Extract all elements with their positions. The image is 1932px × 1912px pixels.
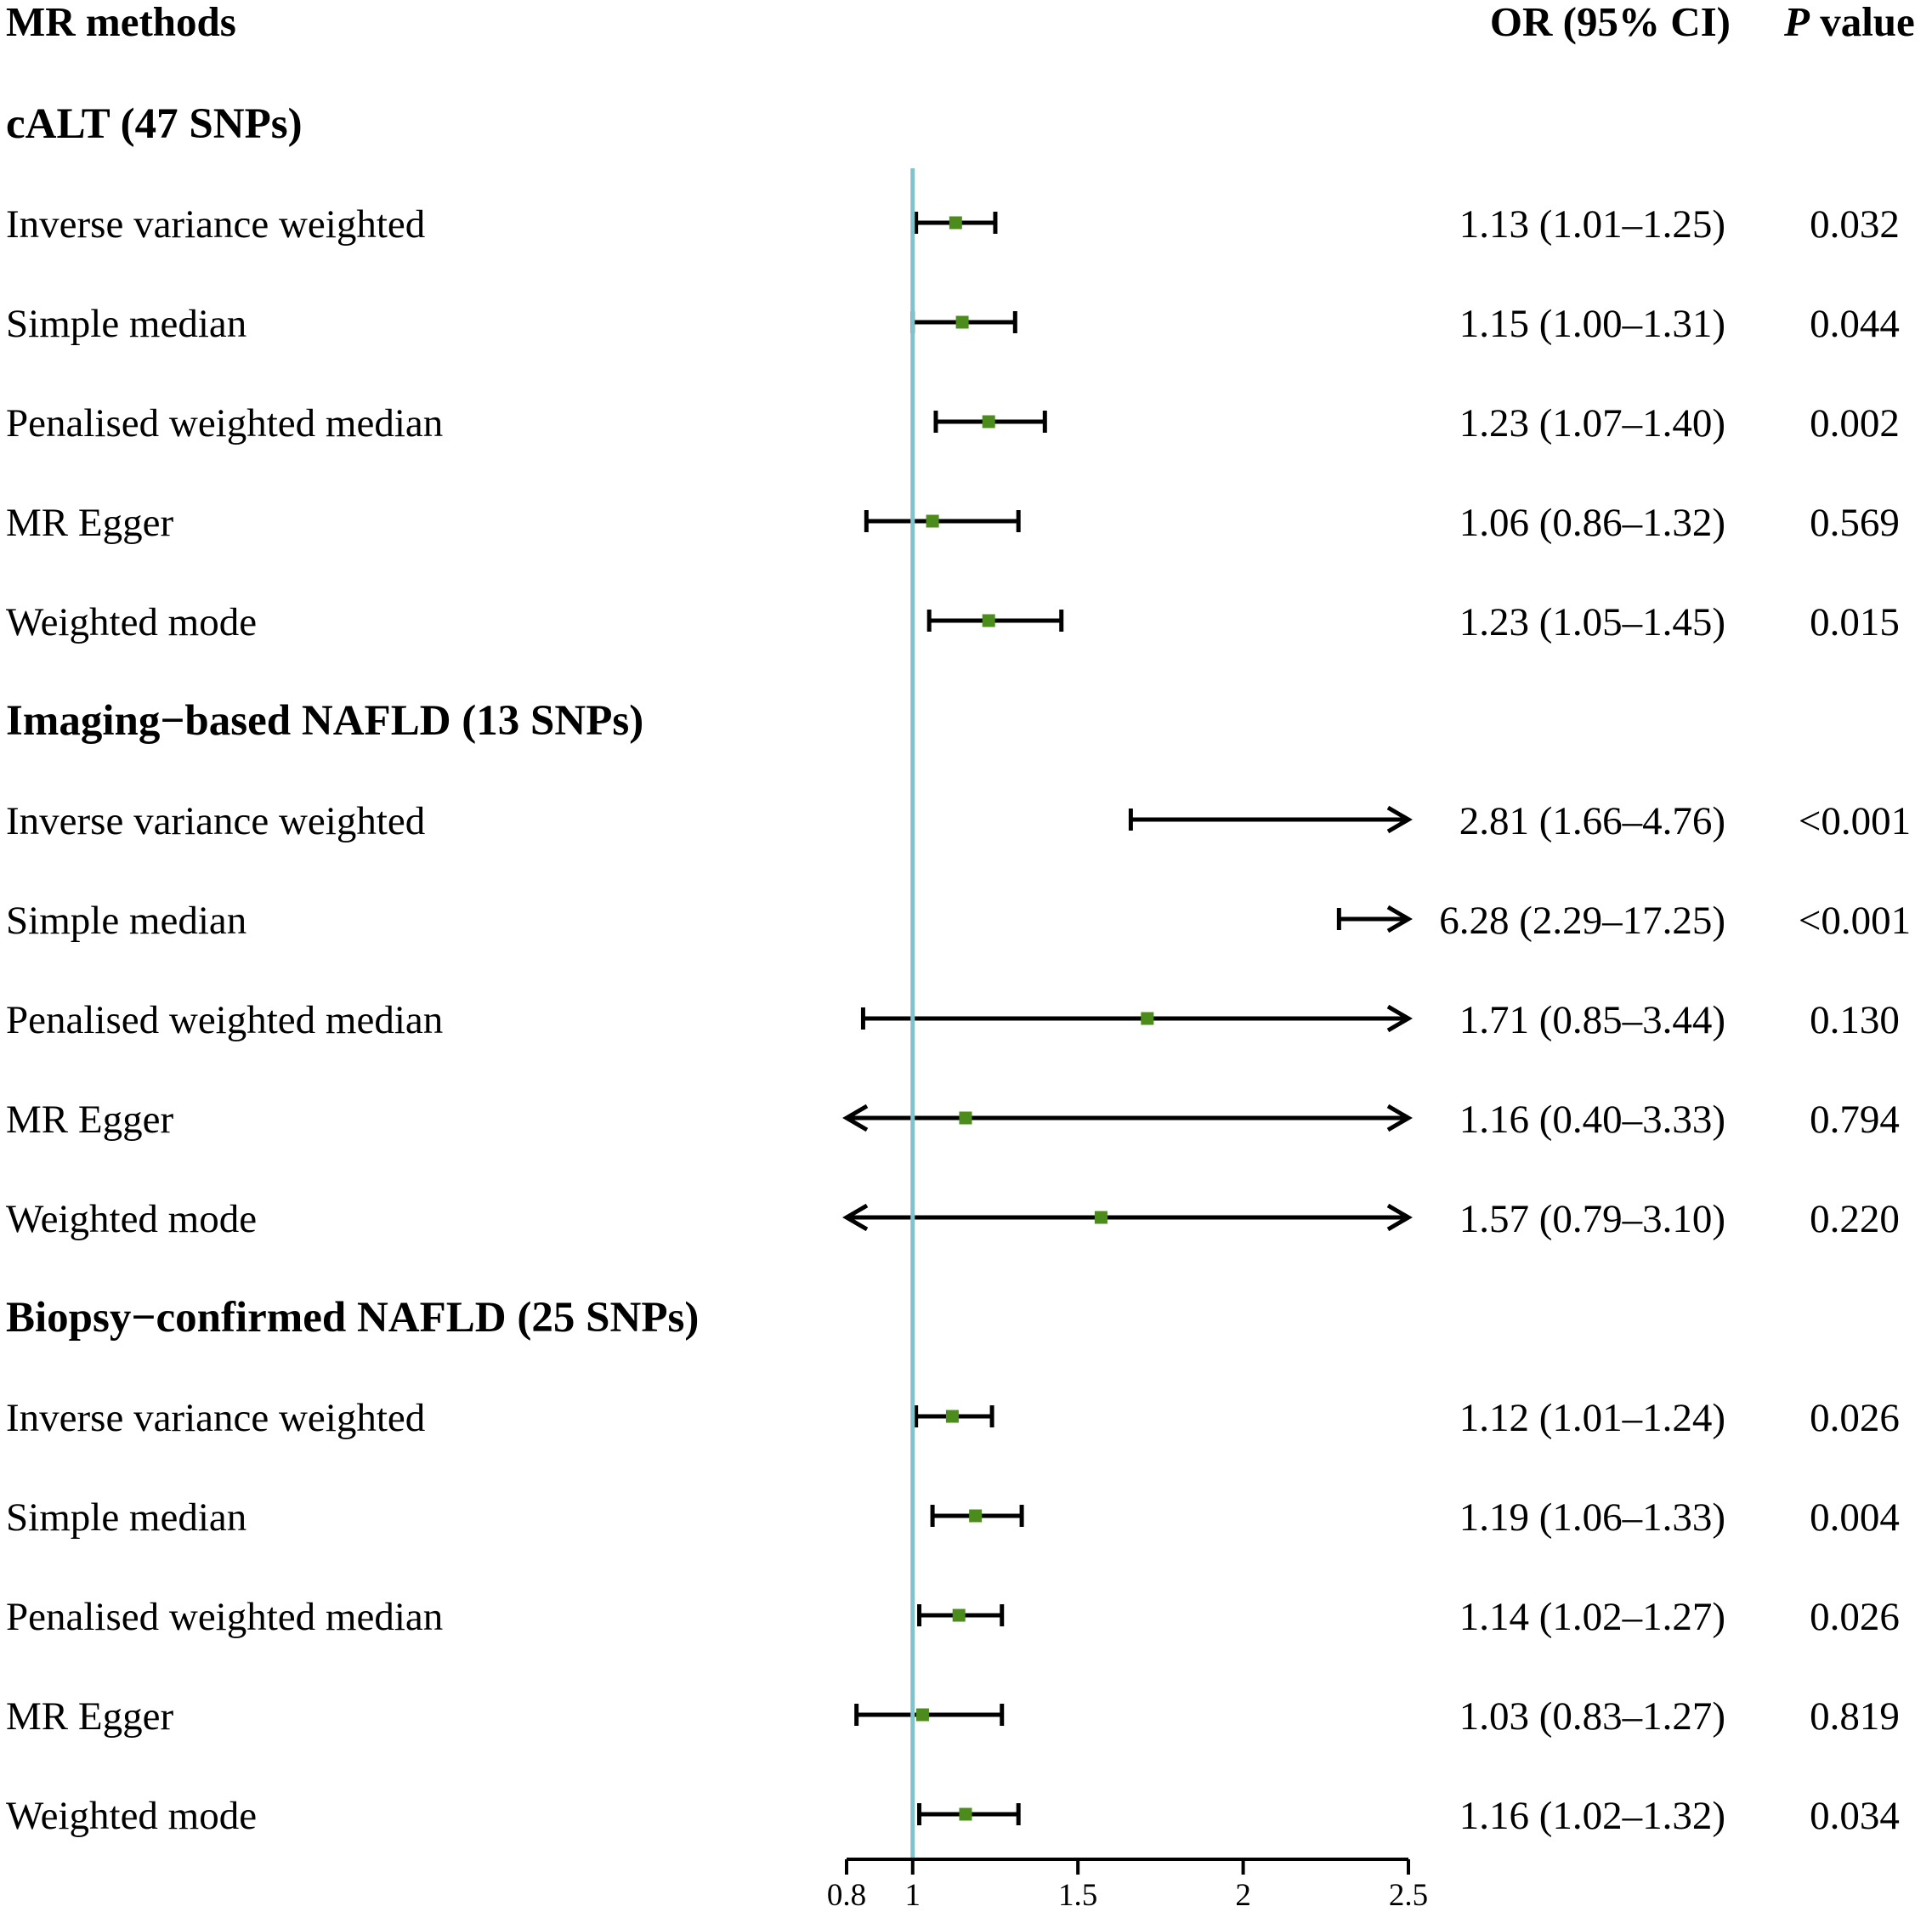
p-value: 0.015 [1810,600,1900,644]
or-ci-value: 1.14 (1.02–1.27) [1459,1595,1725,1639]
method-label: Weighted mode [6,1197,257,1241]
plot-layer: cALT (47 SNPs) Inverse variance weighted 1… [6,100,1911,1912]
or-ci-value: 1.12 (1.01–1.24) [1459,1396,1725,1440]
ci-arrow-left [842,1104,869,1132]
p-value: 0.130 [1810,998,1900,1042]
point-estimate [952,1608,966,1622]
p-value: 0.002 [1810,401,1900,445]
p-value-column-header: P value [1783,0,1915,45]
point-estimate [949,216,962,230]
p-value: 0.026 [1810,1396,1900,1440]
method-label: Penalised weighted median [6,401,443,445]
or-ci-value: 1.23 (1.07–1.40) [1459,401,1725,445]
p-value: 0.026 [1810,1595,1900,1639]
p-value: 0.794 [1810,1098,1900,1142]
point-estimate [982,614,995,627]
method-label: MR Egger [6,1098,173,1142]
method-label: Inverse variance weighted [6,202,425,247]
point-estimate [915,1708,929,1722]
or-ci-value: 1.03 (0.83–1.27) [1459,1694,1725,1739]
group-title: Imaging−based NAFLD (13 SNPs) [6,697,643,745]
x-tick-label: 2 [1235,1878,1251,1912]
ci-arrow-right [1386,1203,1413,1232]
ci-arrow-right [1386,1004,1413,1033]
or-ci-value: 1.15 (1.00–1.31) [1459,302,1725,346]
p-value: <0.001 [1799,899,1911,943]
method-label: Simple median [6,302,246,346]
p-value: 0.220 [1810,1197,1900,1241]
ci-arrow-right [1386,1104,1413,1132]
ci-arrow-right [1386,805,1413,834]
methods-column-header: MR methods [6,0,236,45]
x-tick-label: 2.5 [1389,1878,1428,1912]
ci-arrow-right [1386,905,1413,933]
or-ci-value: 1.57 (0.79–3.10) [1459,1197,1725,1241]
or-ci-value: 1.13 (1.01–1.25) [1459,202,1725,247]
or-ci-value: 1.16 (1.02–1.32) [1459,1794,1725,1838]
group-title: Biopsy−confirmed NAFLD (25 SNPs) [6,1294,699,1342]
x-tick-label: 1 [905,1878,921,1912]
p-value: 0.044 [1810,302,1900,346]
method-label: Penalised weighted median [6,998,443,1042]
method-label: Penalised weighted median [6,1595,443,1639]
p-label-rest: value [1810,0,1915,45]
method-label: Weighted mode [6,600,257,644]
point-estimate [1094,1211,1108,1224]
group-title: cALT (47 SNPs) [6,100,303,148]
point-estimate [959,1111,972,1125]
or-ci-value: 1.23 (1.05–1.45) [1459,600,1725,644]
method-label: MR Egger [6,1694,173,1739]
point-estimate [1141,1012,1154,1025]
method-label: Inverse variance weighted [6,799,425,843]
p-value: <0.001 [1799,799,1911,843]
or-ci-value: 1.19 (1.06–1.33) [1459,1495,1725,1540]
point-estimate [969,1509,983,1523]
x-tick-label: 0.8 [827,1878,866,1912]
p-value: 0.034 [1810,1794,1900,1838]
point-estimate [982,415,995,428]
or-ci-value: 6.28 (2.29–17.25) [1439,899,1725,943]
p-label-italic: P [1783,0,1810,45]
point-estimate [959,1807,972,1821]
p-value: 0.004 [1810,1495,1900,1540]
or-ci-value: 1.71 (0.85–3.44) [1459,998,1725,1042]
method-label: MR Egger [6,501,173,545]
x-tick-label: 1.5 [1058,1878,1097,1912]
point-estimate [926,514,939,528]
method-label: Simple median [6,1495,246,1540]
p-value: 0.819 [1810,1694,1900,1739]
or-ci-value: 1.16 (0.40–3.33) [1459,1098,1725,1142]
or-column-header: OR (95% CI) [1490,0,1731,45]
method-label: Weighted mode [6,1794,257,1838]
point-estimate [955,315,969,329]
or-ci-value: 2.81 (1.66–4.76) [1459,799,1725,843]
p-value: 0.032 [1810,202,1900,247]
p-value: 0.569 [1810,501,1900,545]
method-label: Inverse variance weighted [6,1396,425,1440]
point-estimate [945,1410,959,1423]
or-ci-value: 1.06 (0.86–1.32) [1459,501,1725,545]
method-label: Simple median [6,899,246,943]
ci-arrow-left [842,1203,869,1232]
